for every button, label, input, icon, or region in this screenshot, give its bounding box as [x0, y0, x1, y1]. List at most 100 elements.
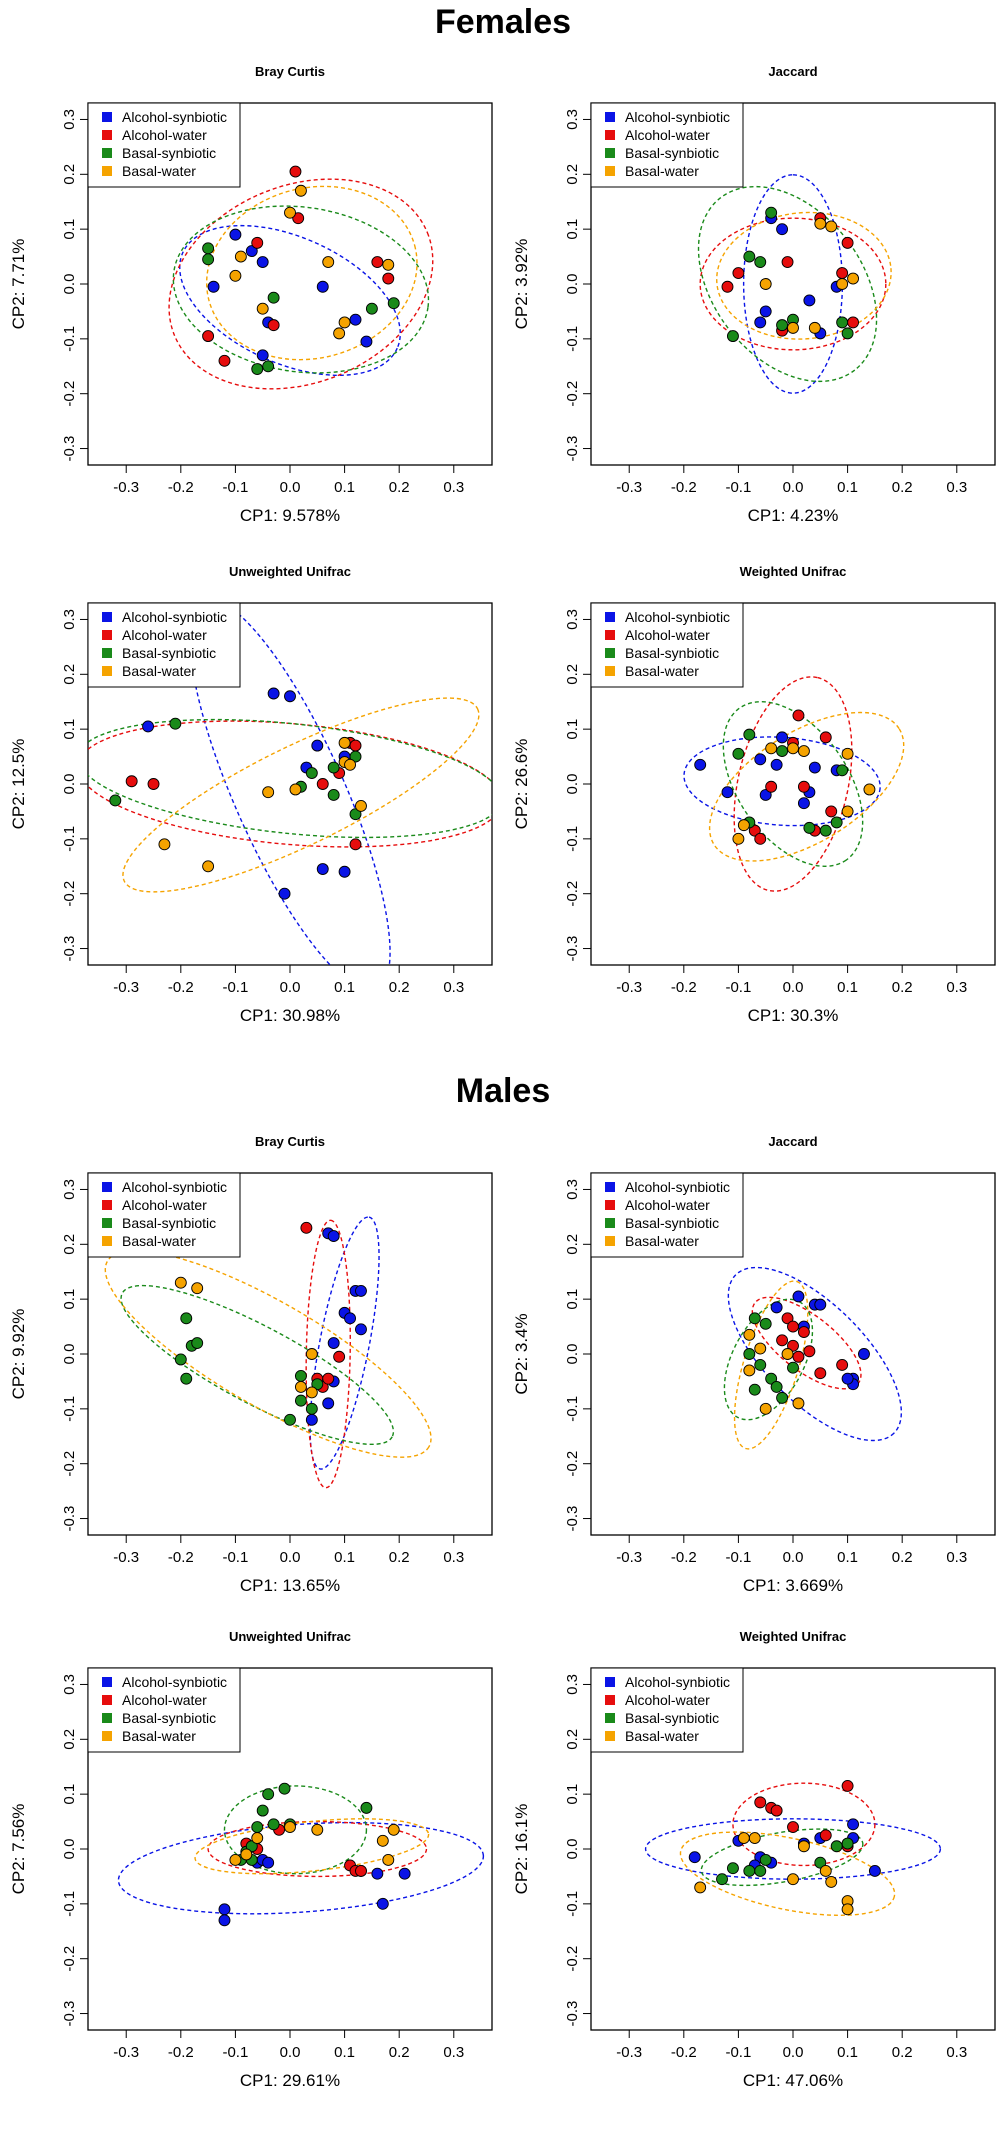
x-tick-label: -0.1 [725, 2044, 751, 2061]
data-point-basal-water [694, 1881, 707, 1894]
data-point-basal-water [229, 269, 242, 282]
data-point-alcohol-water [836, 1359, 849, 1371]
data-point-alcohol-synbiotic [803, 294, 816, 307]
data-point-basal-water [262, 786, 275, 799]
y-tick-label: -0.2 [61, 1451, 78, 1477]
legend-box [87, 1172, 241, 1258]
legend-label-basal-water: Basal-water [122, 663, 196, 679]
legend-label-alcohol-water: Alcohol-water [625, 1692, 710, 1708]
data-point-alcohol-synbiotic [207, 280, 220, 293]
data-point-alcohol-water [792, 709, 805, 722]
data-point-alcohol-water [847, 316, 860, 329]
data-point-basal-synbiotic [169, 717, 182, 730]
data-point-basal-water [847, 272, 860, 285]
legend-swatch-alcohol-synbiotic [102, 612, 112, 622]
data-point-alcohol-synbiotic [398, 1867, 411, 1880]
data-point-basal-water [836, 278, 849, 290]
data-point-basal-synbiotic [251, 1821, 264, 1834]
data-point-basal-water [748, 1832, 761, 1844]
data-point-basal-synbiotic [278, 1782, 291, 1795]
data-point-basal-water [202, 860, 215, 873]
x-tick-label: -0.3 [113, 2044, 139, 2061]
data-point-alcohol-water [292, 212, 305, 225]
data-point-alcohol-water [803, 1345, 816, 1358]
scatter-plot: Jaccard -0.3 -0.2 -0.1 0.0 0.1 0.2 0.3 -0.3 -0.2 -… [512, 64, 996, 525]
plot-females-jaccard: Jaccard -0.3 -0.2 -0.1 0.0 0.1 0.2 0.3 -0.3 -0.2 -… [503, 40, 1006, 570]
x-tick-label: -0.1 [222, 2044, 248, 2061]
legend-box [87, 1667, 241, 1753]
legend-swatch-alcohol-water [605, 1695, 615, 1705]
legend-label-alcohol-water: Alcohol-water [122, 1197, 207, 1213]
data-point-basal-water [732, 832, 745, 845]
legend-label-alcohol-water: Alcohol-water [625, 127, 710, 143]
y-axis-label: CP2: 7.56% [9, 1804, 28, 1895]
x-tick-label: 0.1 [837, 979, 858, 996]
data-point-alcohol-water [797, 1326, 810, 1339]
data-point-basal-synbiotic [387, 297, 400, 310]
data-point-basal-synbiotic [776, 1391, 789, 1404]
x-tick-label: -0.2 [168, 2044, 194, 2061]
legend-swatch-basal-water [605, 166, 615, 176]
legend-label-basal-water: Basal-water [625, 1233, 699, 1249]
data-point-alcohol-synbiotic [218, 1914, 231, 1927]
y-tick-label: 0.1 [564, 1289, 581, 1310]
data-point-alcohol-synbiotic [808, 761, 821, 774]
y-axis-label: CP2: 16.1% [512, 1804, 531, 1895]
y-tick-label: 0.1 [564, 219, 581, 240]
legend-label-basal-synbiotic: Basal-synbiotic [625, 645, 719, 661]
data-point-alcohol-water [125, 775, 138, 788]
legend-label-basal-synbiotic: Basal-synbiotic [625, 1215, 719, 1231]
x-tick-label: -0.1 [222, 979, 248, 996]
legend-label-basal-water: Basal-water [625, 1728, 699, 1744]
x-tick-label: 0.2 [389, 979, 410, 996]
data-point-alcohol-water [202, 330, 215, 343]
data-point-basal-synbiotic [759, 1854, 772, 1866]
y-tick-label: -0.2 [564, 381, 581, 407]
x-tick-label: 0.2 [389, 479, 410, 496]
data-point-basal-water [781, 1348, 794, 1360]
data-point-alcohol-synbiotic [858, 1348, 870, 1360]
data-point-basal-synbiotic [814, 1856, 827, 1869]
legend-swatch-alcohol-water [605, 630, 615, 640]
data-point-alcohol-water [349, 838, 362, 851]
data-point-basal-water [765, 742, 778, 755]
legend-box [87, 102, 241, 188]
confidence-ellipse-basal-water [104, 1250, 432, 1458]
confidence-ellipse-basal-water [205, 185, 418, 361]
legend-swatch-alcohol-synbiotic [102, 112, 112, 122]
x-axis-label: CP1: 13.65% [240, 1576, 340, 1595]
x-tick-label: -0.3 [113, 979, 139, 996]
y-tick-label: -0.1 [61, 326, 78, 352]
confidence-ellipse-alcohol-water [88, 720, 492, 848]
data-point-alcohol-water [814, 1367, 827, 1380]
data-point-basal-synbiotic [180, 1372, 193, 1385]
data-point-basal-water [174, 1276, 187, 1289]
y-tick-label: -0.1 [564, 1891, 581, 1917]
x-tick-label: 0.3 [443, 979, 464, 996]
data-point-alcohol-synbiotic [355, 1323, 367, 1336]
plot-females-unweighted-unifrac: Unweighted Unifrac -0.3 -0.2 -0.1 0.0 0.1 0.2 0… [0, 540, 503, 1070]
data-point-basal-water [797, 745, 810, 758]
data-point-basal-synbiotic [765, 1372, 778, 1385]
data-point-basal-synbiotic [819, 824, 832, 837]
legend-swatch-alcohol-water [605, 1200, 615, 1210]
x-tick-label: 0.2 [389, 2044, 410, 2061]
data-point-basal-synbiotic [770, 1380, 783, 1393]
legend-swatch-alcohol-water [102, 1200, 112, 1210]
data-point-basal-synbiotic [759, 1317, 772, 1330]
confidence-ellipse-basal-water [679, 1831, 896, 1916]
data-point-basal-water [338, 736, 351, 749]
data-point-alcohol-water [770, 1804, 783, 1817]
x-tick-label: -0.3 [616, 2044, 642, 2061]
data-point-alcohol-water [787, 1339, 799, 1352]
data-point-basal-water [737, 819, 750, 832]
data-point-basal-water [158, 838, 171, 851]
data-point-basal-water [863, 783, 876, 796]
data-point-basal-water [759, 1402, 772, 1415]
data-point-basal-water [191, 1282, 204, 1295]
confidence-ellipse-alcohol-water [699, 217, 887, 351]
y-tick-label: 0.0 [61, 1839, 78, 1860]
x-tick-label: 0.0 [280, 979, 301, 996]
y-tick-label: 0.0 [61, 274, 78, 295]
data-point-alcohol-synbiotic [688, 1851, 701, 1864]
